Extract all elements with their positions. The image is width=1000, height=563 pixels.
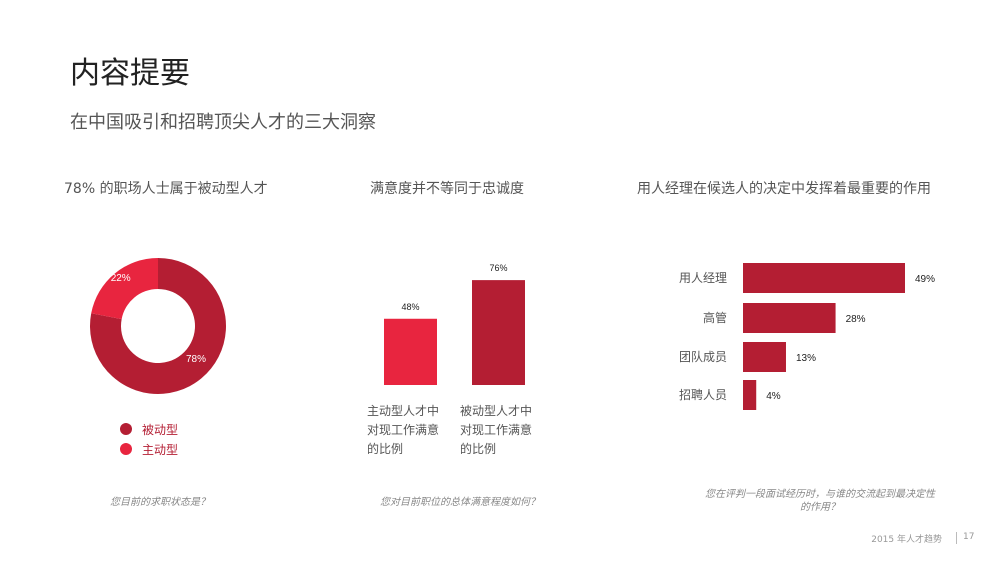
- page-subtitle: 在中国吸引和招聘顶尖人才的三大洞察: [70, 112, 376, 133]
- satisfaction-value-label-active: 48%: [401, 302, 419, 312]
- satisfaction-value-label-passive: 76%: [489, 263, 507, 273]
- influence-category-label-hiring-manager: 用人经理: [679, 271, 727, 285]
- influence-value-label-recruiter: 4%: [766, 391, 781, 402]
- page-title: 内容提要: [70, 56, 190, 91]
- satisfaction-bar-passive: [472, 280, 525, 385]
- influence-category-label-executive: 高管: [703, 310, 727, 325]
- influence-category-label-team-member: 团队成员: [679, 349, 727, 364]
- legend-item-passive: 被动型: [120, 419, 178, 439]
- influence-category-label-recruiter: 招聘人员: [679, 388, 727, 402]
- donut-value-label-passive: 78%: [186, 354, 206, 365]
- bar-caption-passive: 被动型人才中对现工作满意的比例: [460, 404, 533, 456]
- influence-value-label-hiring-manager: 49%: [915, 274, 935, 285]
- panel-title-hiring-manager: 用人经理在候选人的决定中发挥着最重要的作用: [637, 181, 931, 197]
- influence-bar-team-member: [743, 342, 786, 372]
- question-job-status: 您目前的求职状态是？: [110, 497, 210, 508]
- influence-bar-recruiter: [743, 380, 757, 410]
- influence-bar-hiring-manager: [743, 263, 905, 293]
- legend-label-passive: 被动型: [142, 422, 179, 437]
- panel-title-passive-talent: 78% 的职场人士属于被动型人才: [64, 181, 268, 197]
- legend-swatch-passive: [120, 423, 132, 435]
- footer-divider: [956, 532, 957, 544]
- bar-caption-active: 主动型人才中对现工作满意的比例: [367, 404, 440, 456]
- question-interview-influence: 您在评判一段面试经历时，与谁的交流起到最决定性的作用？: [705, 489, 935, 513]
- donut-slice-active: [91, 258, 158, 320]
- influence-value-label-team-member: 13%: [796, 353, 816, 364]
- question-satisfaction: 您对目前职位的总体满意程度如何？: [380, 497, 540, 508]
- donut-legend: 被动型 主动型: [120, 419, 178, 459]
- satisfaction-bar-active: [384, 318, 437, 385]
- panel-title-satisfaction: 满意度并不等同于忠诚度: [370, 181, 524, 197]
- legend-swatch-active: [120, 443, 132, 455]
- footer-report-name: 2015 年人才趋势: [871, 535, 942, 545]
- legend-item-active: 主动型: [120, 439, 178, 459]
- donut-slice-passive: [89, 258, 226, 394]
- donut-value-label-active: 22%: [111, 273, 131, 284]
- influence-bar-executive: [743, 303, 836, 333]
- influence-value-label-executive: 28%: [846, 314, 866, 325]
- page-number: 17: [963, 532, 975, 542]
- legend-label-active: 主动型: [142, 442, 179, 457]
